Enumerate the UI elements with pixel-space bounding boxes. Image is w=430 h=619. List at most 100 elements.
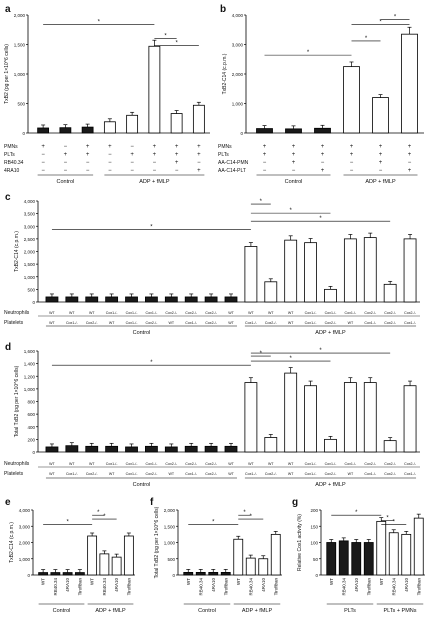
bar [383,283,397,303]
y-tick-label: 2,000 [14,13,26,18]
significance-star: * [365,36,368,42]
row-label: PLTs [4,152,15,158]
row-value: + [86,152,90,158]
row-value: − [108,168,112,174]
bar [125,296,138,303]
significance-star: * [355,510,358,516]
bar [220,572,231,576]
platelet-genotype: WT [169,472,175,476]
neutrophil-genotype: Cox1-/- [126,462,139,466]
x-tick-label: Tirofiban [77,578,82,596]
panel-f: f 0 500 1,000 1,500 2,000 Total TxB2 (pg per 1… [150,497,282,614]
row-value: − [263,160,267,166]
bar [233,538,244,576]
neutrophil-genotype: WT [49,311,55,315]
row-value: + [379,152,383,158]
bar [37,127,50,134]
platelet-genotype: Cox1-/- [66,321,79,325]
bar [105,445,119,453]
significance-star: * [98,19,101,25]
row-value: + [86,144,90,150]
bar [145,445,158,453]
y-tick-label: 0 [27,573,30,578]
significance-star: * [175,41,178,47]
platelet-genotype: Cox2-/- [86,472,99,476]
x-tick-label: Tirofiban [416,578,421,596]
bar [204,296,218,303]
neutrophil-genotype: WT [268,311,274,315]
group-label: Control [57,179,75,185]
bar [284,239,298,303]
row-value: − [350,168,354,174]
significance-star: * [394,15,397,21]
row-value: − [153,160,157,166]
platelet-genotype: WT [228,321,234,325]
bar [343,238,357,303]
bar [314,127,331,134]
platelet-genotype: Cox1-/- [185,321,198,325]
group-label: Control [285,179,303,185]
platelet-genotype: WT [348,321,354,325]
neutrophil-genotype: WT [69,311,75,315]
row-value: + [130,152,134,158]
y-tick-label: 2,000 [24,250,36,255]
neutrophil-genotype: Cox1-/- [305,311,318,315]
x-tick-label: WT [186,578,191,585]
x-tick-label: RB40.34 [341,578,346,596]
significance-star: * [212,519,215,525]
row-label: PLTs [218,152,229,158]
y-tick-label: 3,000 [19,524,31,529]
bar [285,128,302,134]
row-value: + [350,152,354,158]
y-tick-label: 2,500 [24,237,36,242]
y-axis-label: TxB2-C14 (c.p.m.) [222,53,228,94]
x-tick-label: RB40.34 [53,578,58,596]
panel-b: b 0 1,000 2,000 3,000 4,000 TxB2-C14 (c.p.m.) P… [218,4,424,185]
x-tick-label: WT [329,578,334,585]
platelet-genotype: Cox1-/- [305,321,318,325]
x-tick-label: 4RA10 [211,578,216,592]
bar [403,238,417,303]
row-value: + [197,168,201,174]
significance-star: * [103,514,106,520]
y-tick-label: 1,000 [24,387,36,392]
significance-star: * [243,510,246,516]
y-tick-label: 400 [27,425,35,430]
neutrophil-genotype: Cox2-/- [364,462,377,466]
row-value: − [108,152,112,158]
row-value: + [321,152,325,158]
panel-letter: g [292,497,298,508]
neutrophil-genotype: Cox1-/- [146,311,159,315]
y-tick-label: 0 [32,300,35,305]
bar [45,296,59,303]
bar [244,246,258,303]
platelet-genotype: WT [169,321,175,325]
panel-letter: b [220,4,226,15]
row-value: + [197,152,201,158]
bar [85,445,99,453]
group-label: ADP + fMLP [315,482,346,488]
bar [87,535,98,576]
platelet-genotype: Cox2-/- [205,321,218,325]
bar [170,113,183,134]
bar [326,542,337,576]
neutrophil-genotype: WT [248,311,254,315]
group-label: PLTs + PMNs [383,608,416,614]
row-value: + [408,152,412,158]
bar [264,281,278,303]
neutrophil-genotype: WT [89,311,95,315]
neutrophil-genotype: Cox2-/- [404,462,417,466]
row-value: + [292,160,296,166]
y-tick-label: 1,000 [24,275,36,280]
neutrophil-genotype: Cox2-/- [165,311,178,315]
platelet-genotype: Cox1-/- [185,472,198,476]
row-value: − [153,168,157,174]
y-tick-label: 1,600 [24,349,36,354]
y-axis-label: Relative Cox1 activity (%) [297,514,303,571]
bar [270,533,281,576]
x-tick-label: 4RA10 [114,578,119,592]
neutrophil-genotype: Cox2-/- [364,311,377,315]
bar [65,296,79,303]
row-value: + [350,144,354,150]
